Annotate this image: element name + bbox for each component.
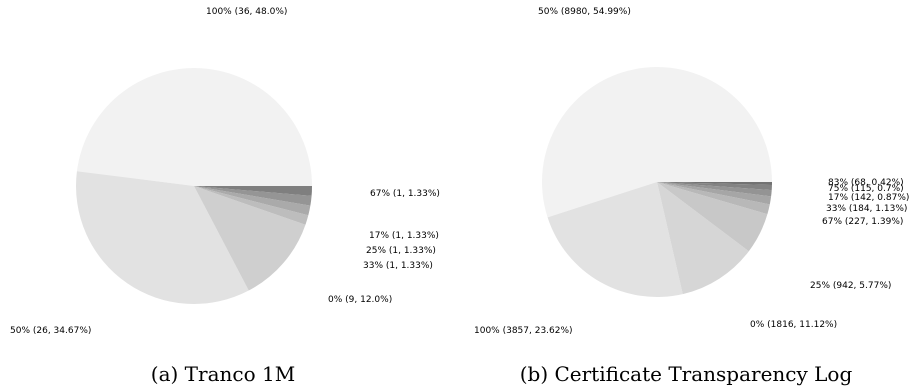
pie-slice — [194, 186, 311, 216]
slice-label: 50% (8980, 54.99%) — [538, 7, 631, 17]
pie-slice — [657, 182, 749, 295]
pie-slice — [194, 186, 306, 291]
slice-label: 25% (1, 1.33%) — [366, 246, 436, 256]
pie-slice — [657, 182, 772, 197]
slice-label: 50% (26, 34.67%) — [10, 326, 91, 336]
pie-slice — [76, 68, 313, 186]
pie-slice — [194, 186, 312, 206]
slice-label: 33% (1, 1.33%) — [363, 261, 433, 271]
slice-label: 17% (1, 1.33%) — [369, 231, 439, 241]
pie-chart-ct-log: 50% (8980, 54.99%) 100% (3857, 23.62%) 0% … — [474, 7, 909, 336]
caption-ct-log: (b) Certificate Transparency Log — [520, 362, 853, 386]
slice-label: 17% (142, 0.87%) — [828, 193, 909, 203]
pie-slice — [76, 171, 249, 304]
slice-label: 100% (3857, 23.62%) — [474, 326, 573, 336]
pie-chart-tranco: 100% (36, 48.0%) 50% (26, 34.67%) 0% (9, 1… — [10, 7, 440, 336]
slice-label: 67% (227, 1.39%) — [822, 217, 903, 227]
slice-label: 25% (942, 5.77%) — [810, 281, 891, 291]
pie-slice — [194, 186, 312, 196]
slice-label: 75% (115, 0.7%) — [828, 184, 904, 194]
pie-slice — [657, 182, 772, 191]
slice-label: 33% (184, 1.13%) — [826, 204, 907, 214]
caption-tranco: (a) Tranco 1M — [151, 362, 295, 386]
pie-slice — [542, 67, 772, 218]
pie-slice — [657, 182, 772, 186]
slice-label: 100% (36, 48.0%) — [206, 7, 287, 17]
pie-slice — [657, 182, 768, 252]
slice-label: 0% (9, 12.0%) — [328, 295, 392, 305]
slice-label: 83% (68, 0.42%) — [828, 178, 904, 188]
slice-label: 67% (1, 1.33%) — [370, 189, 440, 199]
slice-label: 0% (1816, 11.12%) — [750, 320, 837, 330]
pie-slice — [194, 186, 309, 225]
pie-slice — [657, 182, 772, 205]
pie-slice — [657, 182, 770, 215]
pie-slice — [547, 182, 683, 298]
